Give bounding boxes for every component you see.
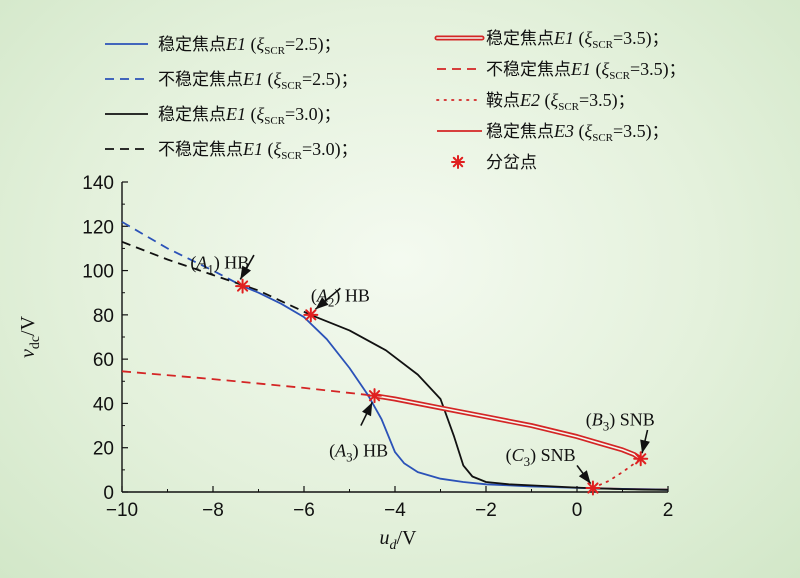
y-tick-label: 60 xyxy=(93,350,114,371)
y-tick-label: 80 xyxy=(93,306,114,327)
bifurcation-point-3 xyxy=(367,388,383,404)
legend-label: 分岔点 xyxy=(486,153,537,173)
legend-item-2: 不稳定焦点E1 (ξSCR=2.5)； xyxy=(105,69,358,92)
y-tick-label: 140 xyxy=(82,173,114,194)
annotation-arrow-head xyxy=(315,297,329,310)
x-tick-label: −10 xyxy=(106,500,138,521)
annotation-label: (A1) HB xyxy=(190,252,249,276)
legend-item-5: 稳定焦点E1 (ξSCR=3.5)； xyxy=(434,28,669,51)
y-tick-label: 100 xyxy=(82,262,114,283)
legend-label: 稳定焦点E1 (ξSCR=3.5)； xyxy=(486,28,669,51)
legend-item-1: 稳定焦点E1 (ξSCR=2.5)； xyxy=(105,34,341,57)
annotation-2: (A2) HB xyxy=(311,286,370,310)
x-tick-label: −4 xyxy=(384,500,406,521)
bifurcation-point-4 xyxy=(633,451,649,467)
y-axis-title: vdc/V xyxy=(17,315,43,358)
annotation-arrow-head xyxy=(362,402,373,417)
legend-label: 稳定焦点E1 (ξSCR=3.0)； xyxy=(158,104,341,127)
series-line-3 xyxy=(310,314,669,491)
y-tick-label: 0 xyxy=(103,483,114,504)
x-tick-label: −6 xyxy=(293,500,315,521)
bifurcation-point-5 xyxy=(585,480,601,496)
annotation-1: (A1) HB xyxy=(190,252,255,280)
legend-label: 鞍点E2 (ξSCR=3.5)； xyxy=(486,90,635,113)
annotations-layer: (A1) HB (A2) HB (A3) HB (B3) SNB (C3) SNB xyxy=(190,252,655,485)
x-tick-label: 2 xyxy=(663,500,674,521)
legend-star-icon xyxy=(451,155,465,169)
legend-item-4: 不稳定焦点E1 (ξSCR=3.0)； xyxy=(105,139,358,162)
y-tick-label: 20 xyxy=(93,439,114,460)
legend-label: 稳定焦点E1 (ξSCR=2.5)； xyxy=(158,34,341,57)
annotation-arrow-head xyxy=(240,265,252,280)
annotation-3: (A3) HB xyxy=(329,401,388,465)
annotation-5: (C3) SNB xyxy=(506,445,592,485)
y-tick-label: 120 xyxy=(82,217,114,238)
legend-item-3: 稳定焦点E1 (ξSCR=3.0)； xyxy=(105,104,341,127)
bifurcation-markers xyxy=(235,278,649,496)
annotation-label: (A3) HB xyxy=(329,441,388,465)
series-line-7 xyxy=(592,457,642,489)
annotation-label: (A2) HB xyxy=(311,286,370,310)
legend-label: 不稳定焦点E1 (ξSCR=2.5)； xyxy=(158,69,358,92)
legend-item-7: 鞍点E2 (ξSCR=3.5)； xyxy=(436,90,635,113)
legend-item-bifurcation: 分岔点 xyxy=(451,153,537,173)
legend-label: 稳定焦点E3 (ξSCR=3.5)； xyxy=(486,121,669,144)
annotation-4: (B3) SNB xyxy=(586,410,655,454)
bifurcation-point-2 xyxy=(303,307,319,323)
series-line-6 xyxy=(121,370,375,397)
x-tick-label: 0 xyxy=(572,500,583,521)
legend-item-8: 稳定焦点E3 (ξSCR=3.5)； xyxy=(437,121,669,144)
series-line-5 xyxy=(372,393,644,462)
x-tick-label: −8 xyxy=(202,500,224,521)
y-tick-label: 40 xyxy=(93,394,114,415)
annotation-arrow-head xyxy=(640,439,650,454)
x-axis-title: ud/V xyxy=(380,527,418,553)
x-tick-label: −2 xyxy=(475,500,497,521)
series-line-4 xyxy=(121,240,312,316)
series-line-2 xyxy=(121,221,244,287)
annotation-label: (C3) SNB xyxy=(506,445,576,469)
legend: 稳定焦点E1 (ξSCR=2.5)； 不稳定焦点E1 (ξSCR=2.5)； 稳定焦… xyxy=(105,28,686,173)
legend-item-6: 不稳定焦点E1 (ξSCR=3.5)； xyxy=(437,59,686,82)
bifurcation-point-1 xyxy=(235,278,251,294)
legend-label: 不稳定焦点E1 (ξSCR=3.0)； xyxy=(158,139,358,162)
legend-label: 不稳定焦点E1 (ξSCR=3.5)； xyxy=(486,59,686,82)
annotation-arrow-head xyxy=(578,470,591,484)
annotation-label: (B3) SNB xyxy=(586,410,655,434)
